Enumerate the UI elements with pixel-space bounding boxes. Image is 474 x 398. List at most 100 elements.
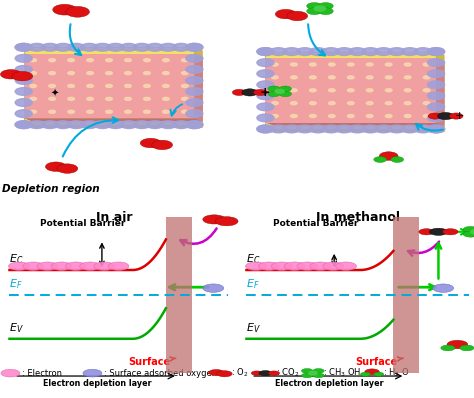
Circle shape <box>163 84 169 88</box>
Circle shape <box>258 262 279 270</box>
Circle shape <box>152 140 173 150</box>
Circle shape <box>144 84 150 88</box>
Circle shape <box>140 139 161 148</box>
Circle shape <box>318 2 333 10</box>
Polygon shape <box>194 54 203 121</box>
Circle shape <box>186 110 203 117</box>
Circle shape <box>41 121 58 129</box>
Text: +: + <box>455 111 465 121</box>
Circle shape <box>428 114 445 122</box>
Circle shape <box>391 156 403 162</box>
Circle shape <box>428 125 445 133</box>
Circle shape <box>51 262 72 270</box>
Circle shape <box>366 63 373 66</box>
Circle shape <box>272 101 278 105</box>
Circle shape <box>81 121 98 129</box>
Circle shape <box>291 63 297 66</box>
Circle shape <box>423 89 430 92</box>
Circle shape <box>428 70 445 78</box>
Circle shape <box>257 125 274 133</box>
Circle shape <box>328 89 335 92</box>
Circle shape <box>87 110 93 113</box>
Circle shape <box>125 84 131 88</box>
Circle shape <box>449 113 463 119</box>
Circle shape <box>186 43 203 51</box>
Circle shape <box>429 228 447 235</box>
Circle shape <box>15 88 32 96</box>
Circle shape <box>68 84 74 88</box>
Circle shape <box>68 110 74 113</box>
Circle shape <box>55 43 72 51</box>
Circle shape <box>291 76 297 79</box>
Circle shape <box>257 59 274 66</box>
Circle shape <box>15 66 32 73</box>
Circle shape <box>438 113 454 120</box>
Circle shape <box>423 101 430 105</box>
Circle shape <box>68 98 74 100</box>
Circle shape <box>328 63 335 66</box>
Circle shape <box>163 110 169 113</box>
Circle shape <box>80 262 100 270</box>
Circle shape <box>163 72 169 74</box>
Circle shape <box>318 8 333 15</box>
Circle shape <box>41 43 58 51</box>
Circle shape <box>388 125 405 133</box>
Circle shape <box>313 369 324 373</box>
Circle shape <box>404 101 411 105</box>
Circle shape <box>414 48 431 55</box>
Circle shape <box>463 231 474 237</box>
Circle shape <box>401 125 419 133</box>
Circle shape <box>28 43 46 51</box>
Circle shape <box>186 43 203 51</box>
Circle shape <box>366 76 373 79</box>
Bar <box>24 47 194 125</box>
Circle shape <box>106 110 112 113</box>
Circle shape <box>275 10 296 19</box>
Circle shape <box>37 262 58 270</box>
Circle shape <box>49 59 55 62</box>
Circle shape <box>125 59 131 62</box>
Circle shape <box>310 63 316 66</box>
Circle shape <box>107 121 124 129</box>
Circle shape <box>347 89 354 92</box>
Circle shape <box>301 369 313 373</box>
Circle shape <box>87 72 93 74</box>
Polygon shape <box>24 125 203 128</box>
Polygon shape <box>265 129 445 132</box>
Bar <box>166 217 192 373</box>
Circle shape <box>53 4 76 15</box>
Circle shape <box>125 110 131 113</box>
Circle shape <box>283 125 300 133</box>
Circle shape <box>307 2 322 10</box>
Circle shape <box>203 284 224 293</box>
Circle shape <box>291 101 297 105</box>
Circle shape <box>268 371 280 375</box>
Circle shape <box>173 121 190 129</box>
Text: Potential Barrier: Potential Barrier <box>40 219 126 228</box>
Circle shape <box>257 70 274 78</box>
Circle shape <box>87 84 93 88</box>
Circle shape <box>347 101 354 105</box>
Bar <box>265 52 436 129</box>
Circle shape <box>186 88 203 96</box>
Text: : Electron: : Electron <box>22 369 62 378</box>
Circle shape <box>182 98 188 100</box>
Circle shape <box>428 92 445 100</box>
Circle shape <box>15 110 32 117</box>
Text: Depletion region: Depletion region <box>2 184 100 194</box>
Circle shape <box>0 70 21 79</box>
Circle shape <box>423 63 430 66</box>
Circle shape <box>87 59 93 62</box>
Text: ✦: ✦ <box>50 88 59 98</box>
Circle shape <box>291 89 297 92</box>
Circle shape <box>182 84 188 88</box>
Circle shape <box>362 48 379 55</box>
Circle shape <box>447 340 468 349</box>
Circle shape <box>401 48 419 55</box>
Circle shape <box>106 72 112 74</box>
Circle shape <box>428 81 445 89</box>
Circle shape <box>349 48 366 55</box>
Text: : H$_2$ O: : H$_2$ O <box>383 367 410 379</box>
Circle shape <box>108 262 129 270</box>
Polygon shape <box>265 123 445 126</box>
